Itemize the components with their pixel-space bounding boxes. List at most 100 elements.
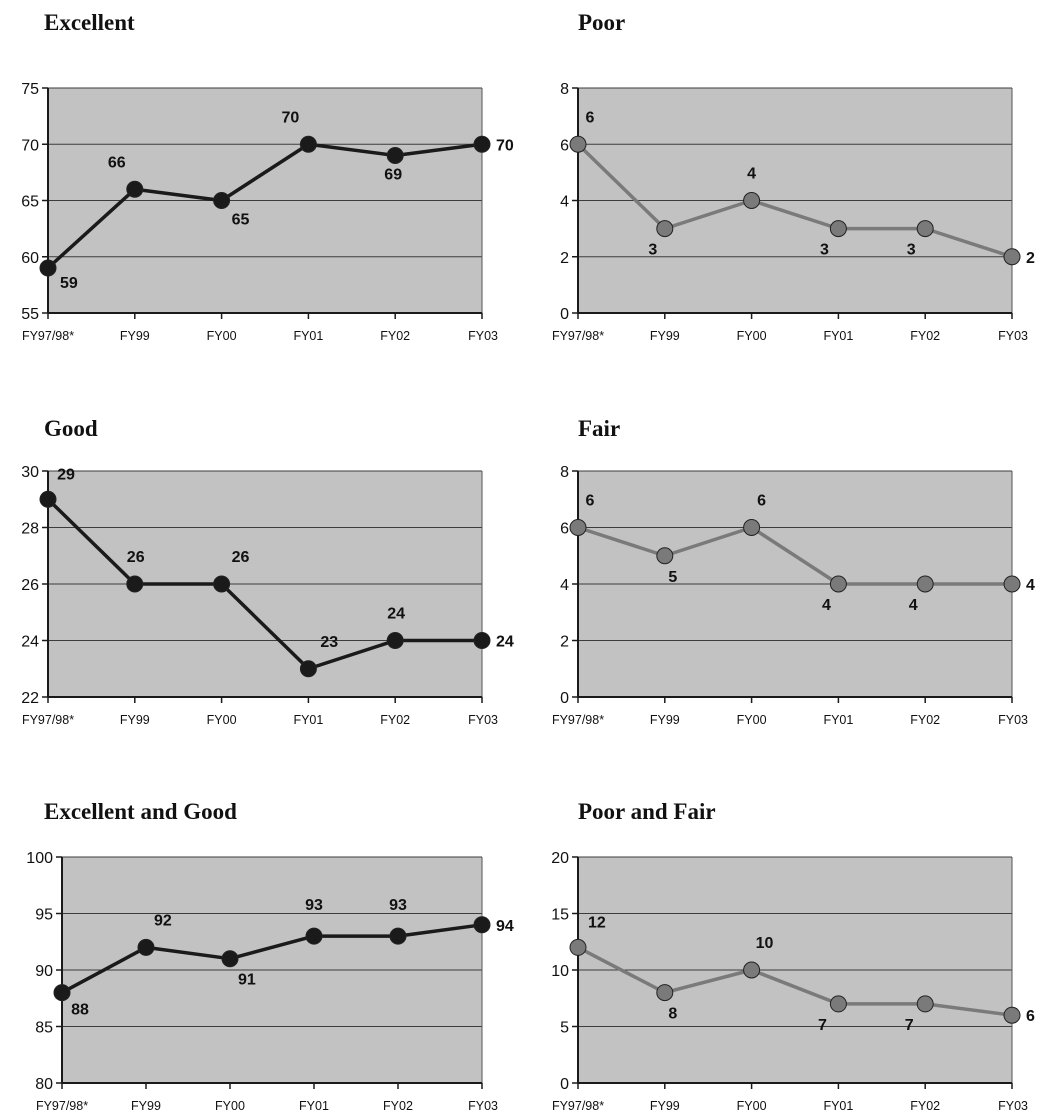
y-tick-label: 95 [35,907,53,924]
y-tick-label: 85 [35,1020,53,1037]
data-label: 69 [384,167,402,184]
x-tick-label: FY02 [383,1099,413,1113]
x-tick-label: FY99 [650,1099,680,1113]
y-tick-label: 6 [560,521,569,538]
x-tick-label: FY02 [910,1099,940,1113]
data-label: 24 [496,634,514,651]
data-point [1003,248,1021,266]
data-label: 93 [389,897,407,914]
data-point [299,660,317,678]
data-label: 92 [154,912,172,929]
x-tick-label: FY03 [998,1099,1028,1113]
y-tick-label: 30 [21,464,39,481]
data-point [743,961,761,979]
data-label: 6 [1026,1008,1035,1025]
x-tick-label: FY03 [468,329,498,343]
data-label: 4 [822,597,831,614]
y-tick-label: 2 [560,250,569,267]
x-tick-label: FY97/98* [22,713,74,727]
data-label: 93 [305,897,323,914]
x-tick-label: FY99 [650,329,680,343]
y-tick-label: 75 [21,81,39,98]
x-tick-label: FY02 [380,713,410,727]
data-label: 12 [588,914,606,931]
data-point [743,519,761,536]
data-point [656,220,674,238]
chart-title-excellent-and-good: Excellent and Good [44,799,237,824]
data-point [829,995,847,1013]
data-point [386,147,404,164]
x-tick-label: FY00 [737,713,767,727]
data-point [569,938,587,956]
data-label: 4 [909,597,918,614]
data-label: 6 [586,493,595,510]
data-label: 2 [1026,250,1035,267]
x-tick-label: FY99 [131,1099,161,1113]
x-tick-label: FY00 [207,713,237,727]
x-tick-label: FY00 [737,329,767,343]
data-label: 6 [586,109,595,126]
x-tick-label: FY01 [823,713,853,727]
data-point [305,927,323,945]
chart-title-poor-and-fair: Poor and Fair [578,799,716,824]
data-label: 24 [387,606,405,623]
x-tick-label: FY00 [207,329,237,343]
data-point [916,575,934,593]
series-line [46,142,483,270]
y-tick-label: 5 [560,1020,569,1037]
data-point [829,220,847,238]
x-tick-label: FY02 [910,713,940,727]
chart-title-fair: Fair [578,416,621,441]
data-point [126,180,144,198]
data-label: 88 [71,1002,89,1019]
x-tick-label: FY01 [299,1099,329,1113]
chart-title-poor: Poor [578,10,626,35]
x-tick-label: FY01 [293,329,323,343]
data-label: 29 [57,466,75,483]
y-tick-label: 15 [551,907,569,924]
x-tick-label: FY99 [650,713,680,727]
data-label: 10 [756,935,774,952]
data-point [53,984,71,1002]
x-tick-label: FY99 [120,713,150,727]
series-line [61,923,483,995]
x-tick-label: FY03 [468,1099,498,1113]
series-line [576,142,1013,259]
data-label: 94 [496,918,514,935]
y-tick-label: 8 [560,464,569,481]
data-point [137,938,155,956]
data-point [386,632,404,649]
data-point [221,950,239,968]
data-point [389,927,407,945]
data-point [473,632,491,649]
y-tick-label: 28 [21,521,39,538]
data-point [39,490,57,508]
data-label: 3 [648,242,657,259]
y-tick-label: 4 [560,577,569,594]
data-label: 65 [232,212,250,229]
x-tick-label: FY02 [910,329,940,343]
data-label: 6 [757,493,766,510]
y-tick-label: 65 [21,194,39,211]
data-point [656,984,674,1002]
y-tick-label: 20 [551,850,569,867]
x-tick-label: FY01 [293,713,323,727]
x-tick-label: FY02 [380,329,410,343]
y-tick-label: 60 [21,250,39,267]
x-tick-label: FY00 [215,1099,245,1113]
data-label: 4 [747,166,756,183]
data-point [569,519,587,536]
data-point [1003,575,1021,593]
chart-title-good: Good [44,416,98,441]
x-tick-label: FY97/98* [552,1099,604,1113]
data-point [473,135,491,153]
data-label: 70 [282,109,300,126]
x-tick-label: FY01 [823,1099,853,1113]
y-tick-label: 6 [560,137,569,154]
x-tick-label: FY00 [737,1099,767,1113]
data-point [126,575,144,593]
